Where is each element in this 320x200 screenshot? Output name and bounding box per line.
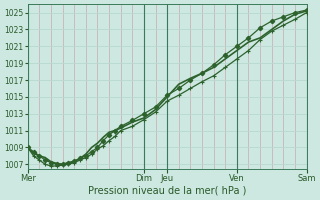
X-axis label: Pression niveau de la mer( hPa ): Pression niveau de la mer( hPa ) — [88, 186, 246, 196]
